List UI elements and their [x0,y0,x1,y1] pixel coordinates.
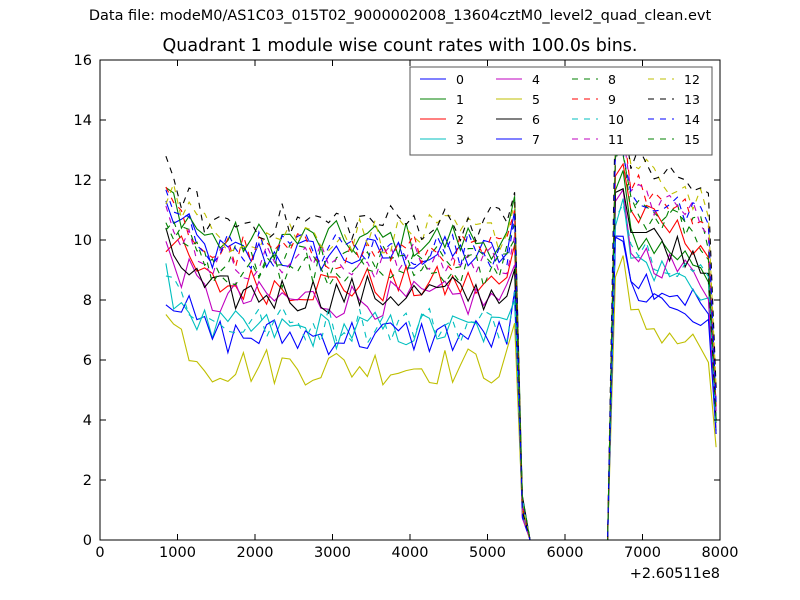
y-tick-label: 0 [83,533,92,549]
series-line-0 [165,200,717,541]
series-line-11 [165,133,717,541]
y-tick-label: 2 [83,473,92,489]
legend-label-9: 9 [608,92,616,107]
legend-label-6: 6 [532,112,540,127]
y-tick-label: 8 [83,293,92,309]
x-axis: 0 1000 2000 3000 4000 5000 6000 7000 8000 [95,60,738,561]
y-tick-label: 10 [74,233,92,249]
series-line-12 [165,119,717,541]
x-tick-label: 1000 [159,545,196,561]
series-line-6 [165,187,717,541]
chart-suptitle: Data file: modeM0/AS1C03_015T02_90000020… [88,8,712,24]
legend-label-8: 8 [608,72,616,87]
legend-label-14: 14 [684,112,700,127]
chart-title: Quadrant 1 module wise count rates with … [162,36,638,56]
legend-label-3: 3 [456,132,464,147]
x-tick-label: 7000 [624,545,661,561]
x-tick-label: 6000 [547,545,584,561]
legend-label-12: 12 [684,72,700,87]
legend-label-5: 5 [532,92,540,107]
legend-label-4: 4 [532,72,540,87]
y-tick-label: 12 [74,173,92,189]
legend-label-2: 2 [456,112,464,127]
series-layer [165,106,717,541]
series-line-1 [165,170,717,541]
x-axis-offset-label: +2.60511e8 [630,566,720,582]
x-tick-label: 8000 [702,545,739,561]
series-line-15 [165,154,717,541]
x-tick-label: 4000 [392,545,429,561]
series-line-10 [165,202,717,541]
x-tick-label: 0 [95,545,104,561]
x-tick-label: 2000 [237,545,274,561]
legend-box [409,66,713,156]
x-tick-label: 5000 [469,545,506,561]
legend-label-15: 15 [684,132,700,147]
y-tick-label: 14 [74,113,92,129]
series-line-5 [165,255,717,541]
x-tick-label: 3000 [314,545,351,561]
series-line-8 [165,148,717,541]
y-tick-label: 4 [83,413,92,429]
legend-label-13: 13 [684,92,700,107]
series-line-7 [165,236,717,541]
y-tick-label: 6 [83,353,92,369]
legend-label-0: 0 [456,72,464,87]
legend-label-1: 1 [456,92,464,107]
y-tick-label: 16 [74,53,92,69]
series-line-4 [165,188,717,541]
legend-label-10: 10 [608,112,624,127]
legend-label-7: 7 [532,132,540,147]
series-line-2 [165,162,717,541]
legend-label-11: 11 [608,132,624,147]
series-line-14 [165,146,717,541]
